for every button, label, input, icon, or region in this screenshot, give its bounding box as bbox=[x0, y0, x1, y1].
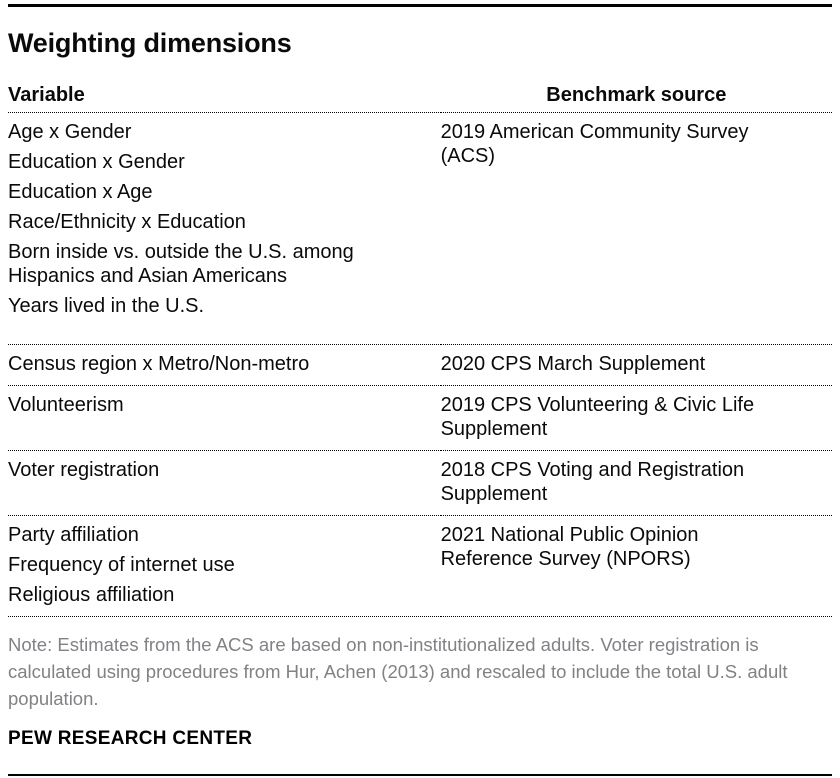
benchmark-source-value: 2020 CPS March Supplement bbox=[440, 353, 706, 375]
variable-label: Religious affiliation bbox=[8, 584, 175, 606]
benchmark-source-cell: 2019 American Community Survey (ACS) bbox=[440, 112, 832, 345]
table-row: Voter registration 2018 CPS Voting and R… bbox=[8, 450, 832, 516]
benchmark-source-value: 2021 National Public Opinion Reference S… bbox=[440, 524, 699, 570]
variable-label: Volunteerism bbox=[8, 394, 124, 416]
benchmark-source-cell: 2021 National Public Opinion Reference S… bbox=[440, 515, 832, 617]
benchmark-source-cell: 2019 CPS Volunteering & Civic Life Suppl… bbox=[440, 385, 832, 451]
variable-label: Years lived in the U.S. bbox=[8, 295, 205, 317]
variable-label: Race/Ethnicity x Education bbox=[8, 211, 246, 233]
note-text: Note: Estimates from the ACS are based o… bbox=[8, 634, 788, 709]
table-row: Party affiliation Frequency of internet … bbox=[8, 515, 832, 617]
benchmark-source-value: 2019 CPS Volunteering & Civic Life Suppl… bbox=[440, 394, 755, 440]
top-rule-divider bbox=[8, 4, 832, 7]
weighting-dimensions-table: Variable Benchmark source Age x Gender E… bbox=[8, 83, 832, 617]
benchmark-source-value: 2019 American Community Survey (ACS) bbox=[440, 121, 749, 167]
benchmark-source-cell: 2020 CPS March Supplement bbox=[440, 344, 832, 386]
table-row: Age x Gender Education x Gender Educatio… bbox=[8, 112, 832, 345]
column-header-benchmark-source: Benchmark source bbox=[440, 83, 832, 113]
variable-label: Education x Gender bbox=[8, 151, 185, 173]
variable-cell: Age x Gender Education x Gender Educatio… bbox=[8, 112, 441, 345]
source-attribution: PEW RESEARCH CENTER bbox=[8, 728, 253, 749]
variable-cell: Volunteerism bbox=[8, 385, 441, 451]
variable-label: Born inside vs. outside the U.S. among H… bbox=[8, 241, 354, 287]
figure-container: Weighting dimensions Variable Benchmark … bbox=[0, 4, 840, 778]
column-header-variable: Variable bbox=[8, 83, 441, 113]
benchmark-source-cell: 2018 CPS Voting and Registration Supplem… bbox=[440, 450, 832, 516]
page-title: Weighting dimensions bbox=[8, 28, 292, 58]
variable-label: Voter registration bbox=[8, 459, 160, 481]
variable-cell: Voter registration bbox=[8, 450, 441, 516]
benchmark-source-value: 2018 CPS Voting and Registration Supplem… bbox=[440, 459, 745, 505]
variable-cell: Census region x Metro/Non-metro bbox=[8, 344, 441, 386]
table-header-row: Variable Benchmark source bbox=[8, 83, 832, 113]
variable-label: Census region x Metro/Non-metro bbox=[8, 353, 310, 375]
variable-label: Frequency of internet use bbox=[8, 554, 235, 576]
variable-cell: Party affiliation Frequency of internet … bbox=[8, 515, 441, 617]
table-row: Census region x Metro/Non-metro 2020 CPS… bbox=[8, 344, 832, 386]
variable-label: Education x Age bbox=[8, 181, 153, 203]
variable-label: Party affiliation bbox=[8, 524, 139, 546]
variable-label: Age x Gender bbox=[8, 121, 132, 143]
table-row: Volunteerism 2019 CPS Volunteering & Civ… bbox=[8, 385, 832, 451]
bottom-rule-divider bbox=[8, 774, 832, 776]
